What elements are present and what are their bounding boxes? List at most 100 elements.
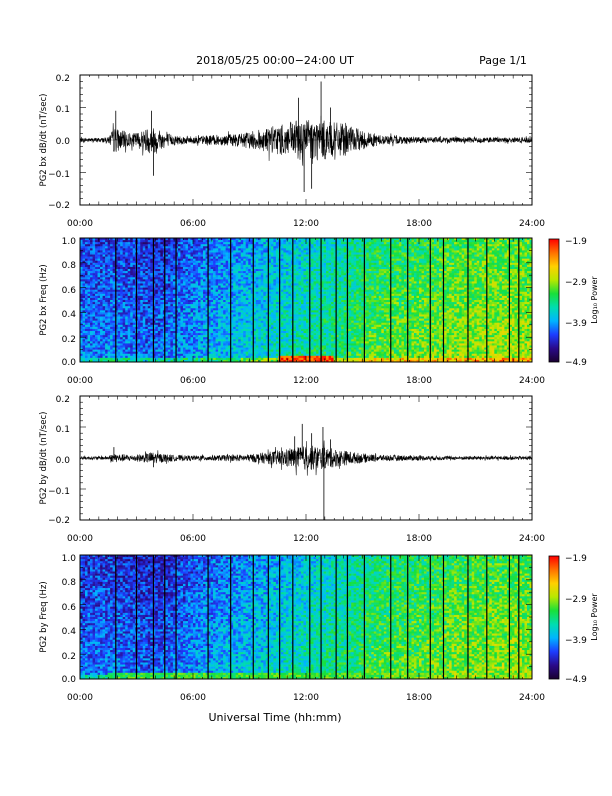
spectrogram-cell [271, 335, 274, 337]
spectrogram-cell [120, 263, 123, 265]
spectrogram-cell [261, 267, 264, 269]
spectrogram-cell [196, 350, 199, 352]
spectrogram-cell [221, 350, 224, 352]
spectrogram-cell [221, 294, 224, 296]
spectrogram-cell [178, 310, 181, 312]
spectrogram-cell [196, 308, 199, 310]
spectrogram-cell [98, 279, 101, 281]
spectrogram-cell [201, 335, 204, 337]
spectrogram-cell [185, 244, 188, 246]
spectrogram-cell [130, 294, 133, 296]
spectrogram-cell [110, 321, 113, 323]
spectrogram-cell [213, 275, 216, 277]
spectrogram-cell [140, 257, 143, 259]
spectrogram-cell [236, 248, 239, 250]
spectrogram-cell [145, 310, 148, 312]
spectrogram-cell [226, 240, 229, 242]
spectrogram-cell [276, 310, 279, 312]
spectrogram-cell [183, 325, 186, 327]
spectrogram-cell [98, 281, 101, 283]
spectrogram-cell [90, 335, 93, 337]
spectrogram-cell [178, 329, 181, 331]
spectrogram-cell [190, 345, 193, 347]
spectrogram-cell [276, 356, 279, 358]
spectrogram-cell [98, 304, 101, 306]
spectrogram-cell [201, 298, 204, 300]
spectrogram-cell [241, 294, 244, 296]
spectrogram-cell [105, 350, 108, 352]
spectrogram-cell [108, 255, 111, 257]
spectrogram-cell [193, 341, 196, 343]
spectrogram-cell [273, 310, 276, 312]
spectrogram-cell [170, 308, 173, 310]
spectrogram-cell [125, 321, 128, 323]
spectrogram-cell [138, 319, 141, 321]
spectrogram-cell [263, 354, 266, 356]
spectrogram-cell [150, 296, 153, 298]
spectrogram-cell [113, 306, 116, 308]
spectrogram-cell [138, 240, 141, 242]
spectrogram-cell [276, 271, 279, 273]
spectrogram-cell [201, 345, 204, 347]
spectrogram-cell [95, 242, 98, 244]
spectrogram-cell [213, 325, 216, 327]
spectrogram-cell [95, 343, 98, 345]
spectrogram-cell [221, 244, 224, 246]
spectrogram-cell [165, 333, 168, 335]
spectrogram-cell [271, 348, 274, 350]
spectrogram-cell [155, 259, 158, 261]
spectrogram-cell [130, 248, 133, 250]
spectrogram-cell [113, 356, 116, 358]
spectrogram-cell [93, 306, 96, 308]
spectrogram-cell [155, 306, 158, 308]
spectrogram-cell [281, 277, 284, 279]
spectrogram-cell [183, 302, 186, 304]
spectrogram-cell [211, 314, 214, 316]
spectrogram-cell [201, 352, 204, 354]
spectrogram-cell [185, 269, 188, 271]
spectrogram-cell [83, 275, 86, 277]
spectrogram-cell [90, 321, 93, 323]
spectrogram-cell [113, 244, 116, 246]
spectrogram-cell [123, 250, 126, 252]
spectrogram-cell [88, 308, 91, 310]
spectrogram-cell [120, 286, 123, 288]
spectrogram-cell [256, 354, 259, 356]
spectrogram-cell [201, 306, 204, 308]
spectrogram-cell [203, 296, 206, 298]
spectrogram-cell [170, 319, 173, 321]
spectrogram-cell [105, 337, 108, 339]
spectrogram-cell [233, 246, 236, 248]
spectrogram-cell [238, 244, 241, 246]
spectrogram-cell [168, 265, 171, 267]
spectrogram-cell [88, 267, 91, 269]
spectrogram-cell [196, 329, 199, 331]
spectrogram-cell [226, 358, 229, 360]
spectrogram-cell [248, 298, 251, 300]
spectrogram-cell [173, 265, 176, 267]
spectrogram-cell [203, 314, 206, 316]
spectrogram-cell [258, 321, 261, 323]
spectrogram-cell [138, 248, 141, 250]
spectrogram-cell [178, 269, 181, 271]
spectrogram-cell [150, 261, 153, 263]
spectrogram-cell [216, 275, 219, 277]
spectrogram-cell [148, 300, 151, 302]
spectrogram-cell [98, 298, 101, 300]
spectrogram-cell [120, 333, 123, 335]
spectrogram-cell [258, 269, 261, 271]
spectrogram-cell [93, 286, 96, 288]
spectrogram-cell [113, 288, 116, 290]
spectrogram-cell [246, 312, 249, 314]
spectrogram-cell [93, 267, 96, 269]
spectrogram-cell [201, 358, 204, 360]
spectrogram-cell [248, 345, 251, 347]
spectrogram-cell [100, 252, 103, 254]
spectrogram-cell [216, 244, 219, 246]
spectrogram-cell [258, 250, 261, 252]
spectrogram-cell [256, 298, 259, 300]
spectrogram-cell [226, 317, 229, 319]
spectrogram-cell [173, 345, 176, 347]
spectrogram-cell [273, 246, 276, 248]
spectrogram-cell [110, 314, 113, 316]
